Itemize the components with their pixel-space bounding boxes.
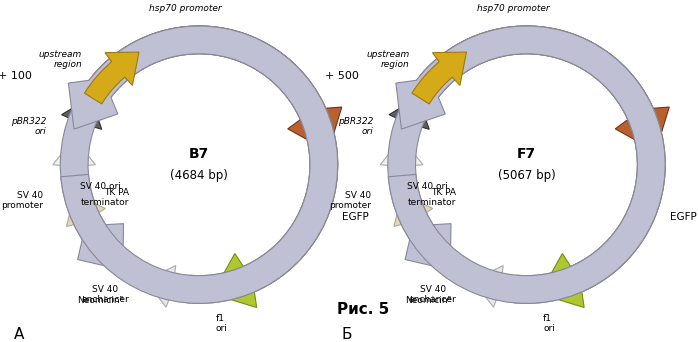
Polygon shape xyxy=(473,266,577,307)
Text: SV 40 ori: SV 40 ori xyxy=(407,182,448,191)
Text: Рис. 5: Рис. 5 xyxy=(336,302,389,317)
Polygon shape xyxy=(412,52,466,104)
Text: pBR322
ori: pBR322 ori xyxy=(11,117,46,136)
Text: F7: F7 xyxy=(517,147,536,161)
Text: hsp70 promoter: hsp70 promoter xyxy=(149,4,222,13)
Text: SV 40 ori: SV 40 ori xyxy=(80,182,121,191)
Text: SV 40
promoter: SV 40 promoter xyxy=(1,191,43,210)
Text: TK PA
terminator: TK PA terminator xyxy=(408,188,456,207)
Polygon shape xyxy=(61,26,338,303)
Polygon shape xyxy=(394,194,500,296)
Text: B7: B7 xyxy=(189,147,209,161)
Polygon shape xyxy=(61,97,102,165)
Polygon shape xyxy=(387,26,665,303)
Polygon shape xyxy=(380,138,423,222)
Text: EGFP: EGFP xyxy=(669,212,697,222)
Text: TK PA
terminator: TK PA terminator xyxy=(80,188,129,207)
Text: Neomicinᴿ: Neomicinᴿ xyxy=(77,295,124,305)
Text: SV 40
enchancer: SV 40 enchancer xyxy=(82,285,129,304)
Polygon shape xyxy=(145,266,250,307)
Polygon shape xyxy=(60,26,338,303)
Text: SV 40
enchancer: SV 40 enchancer xyxy=(409,285,456,304)
Text: hsp70 promoter: hsp70 promoter xyxy=(477,4,549,13)
Polygon shape xyxy=(66,194,173,296)
Polygon shape xyxy=(84,52,139,104)
Text: + 100: + 100 xyxy=(0,70,31,81)
Polygon shape xyxy=(420,26,669,152)
Text: upstream
region: upstream region xyxy=(39,50,82,69)
Text: f1
ori: f1 ori xyxy=(543,314,555,333)
Polygon shape xyxy=(540,113,665,307)
Text: upstream
region: upstream region xyxy=(366,50,410,69)
Polygon shape xyxy=(53,138,96,222)
Text: (4684 bp): (4684 bp) xyxy=(170,169,228,182)
Text: SV 40
promoter: SV 40 promoter xyxy=(329,191,371,210)
Text: (5067 bp): (5067 bp) xyxy=(498,169,556,182)
Text: Neomicinᴿ: Neomicinᴿ xyxy=(405,295,452,305)
Text: pBR322
ori: pBR322 ori xyxy=(339,117,374,136)
Text: EGFP: EGFP xyxy=(342,212,369,222)
Text: + 500: + 500 xyxy=(325,70,359,81)
Polygon shape xyxy=(389,97,429,165)
Polygon shape xyxy=(93,26,342,152)
Text: f1
ori: f1 ori xyxy=(216,314,228,333)
Polygon shape xyxy=(212,113,338,307)
Text: Б: Б xyxy=(341,327,352,342)
Text: A: A xyxy=(14,327,24,342)
Polygon shape xyxy=(388,26,665,303)
